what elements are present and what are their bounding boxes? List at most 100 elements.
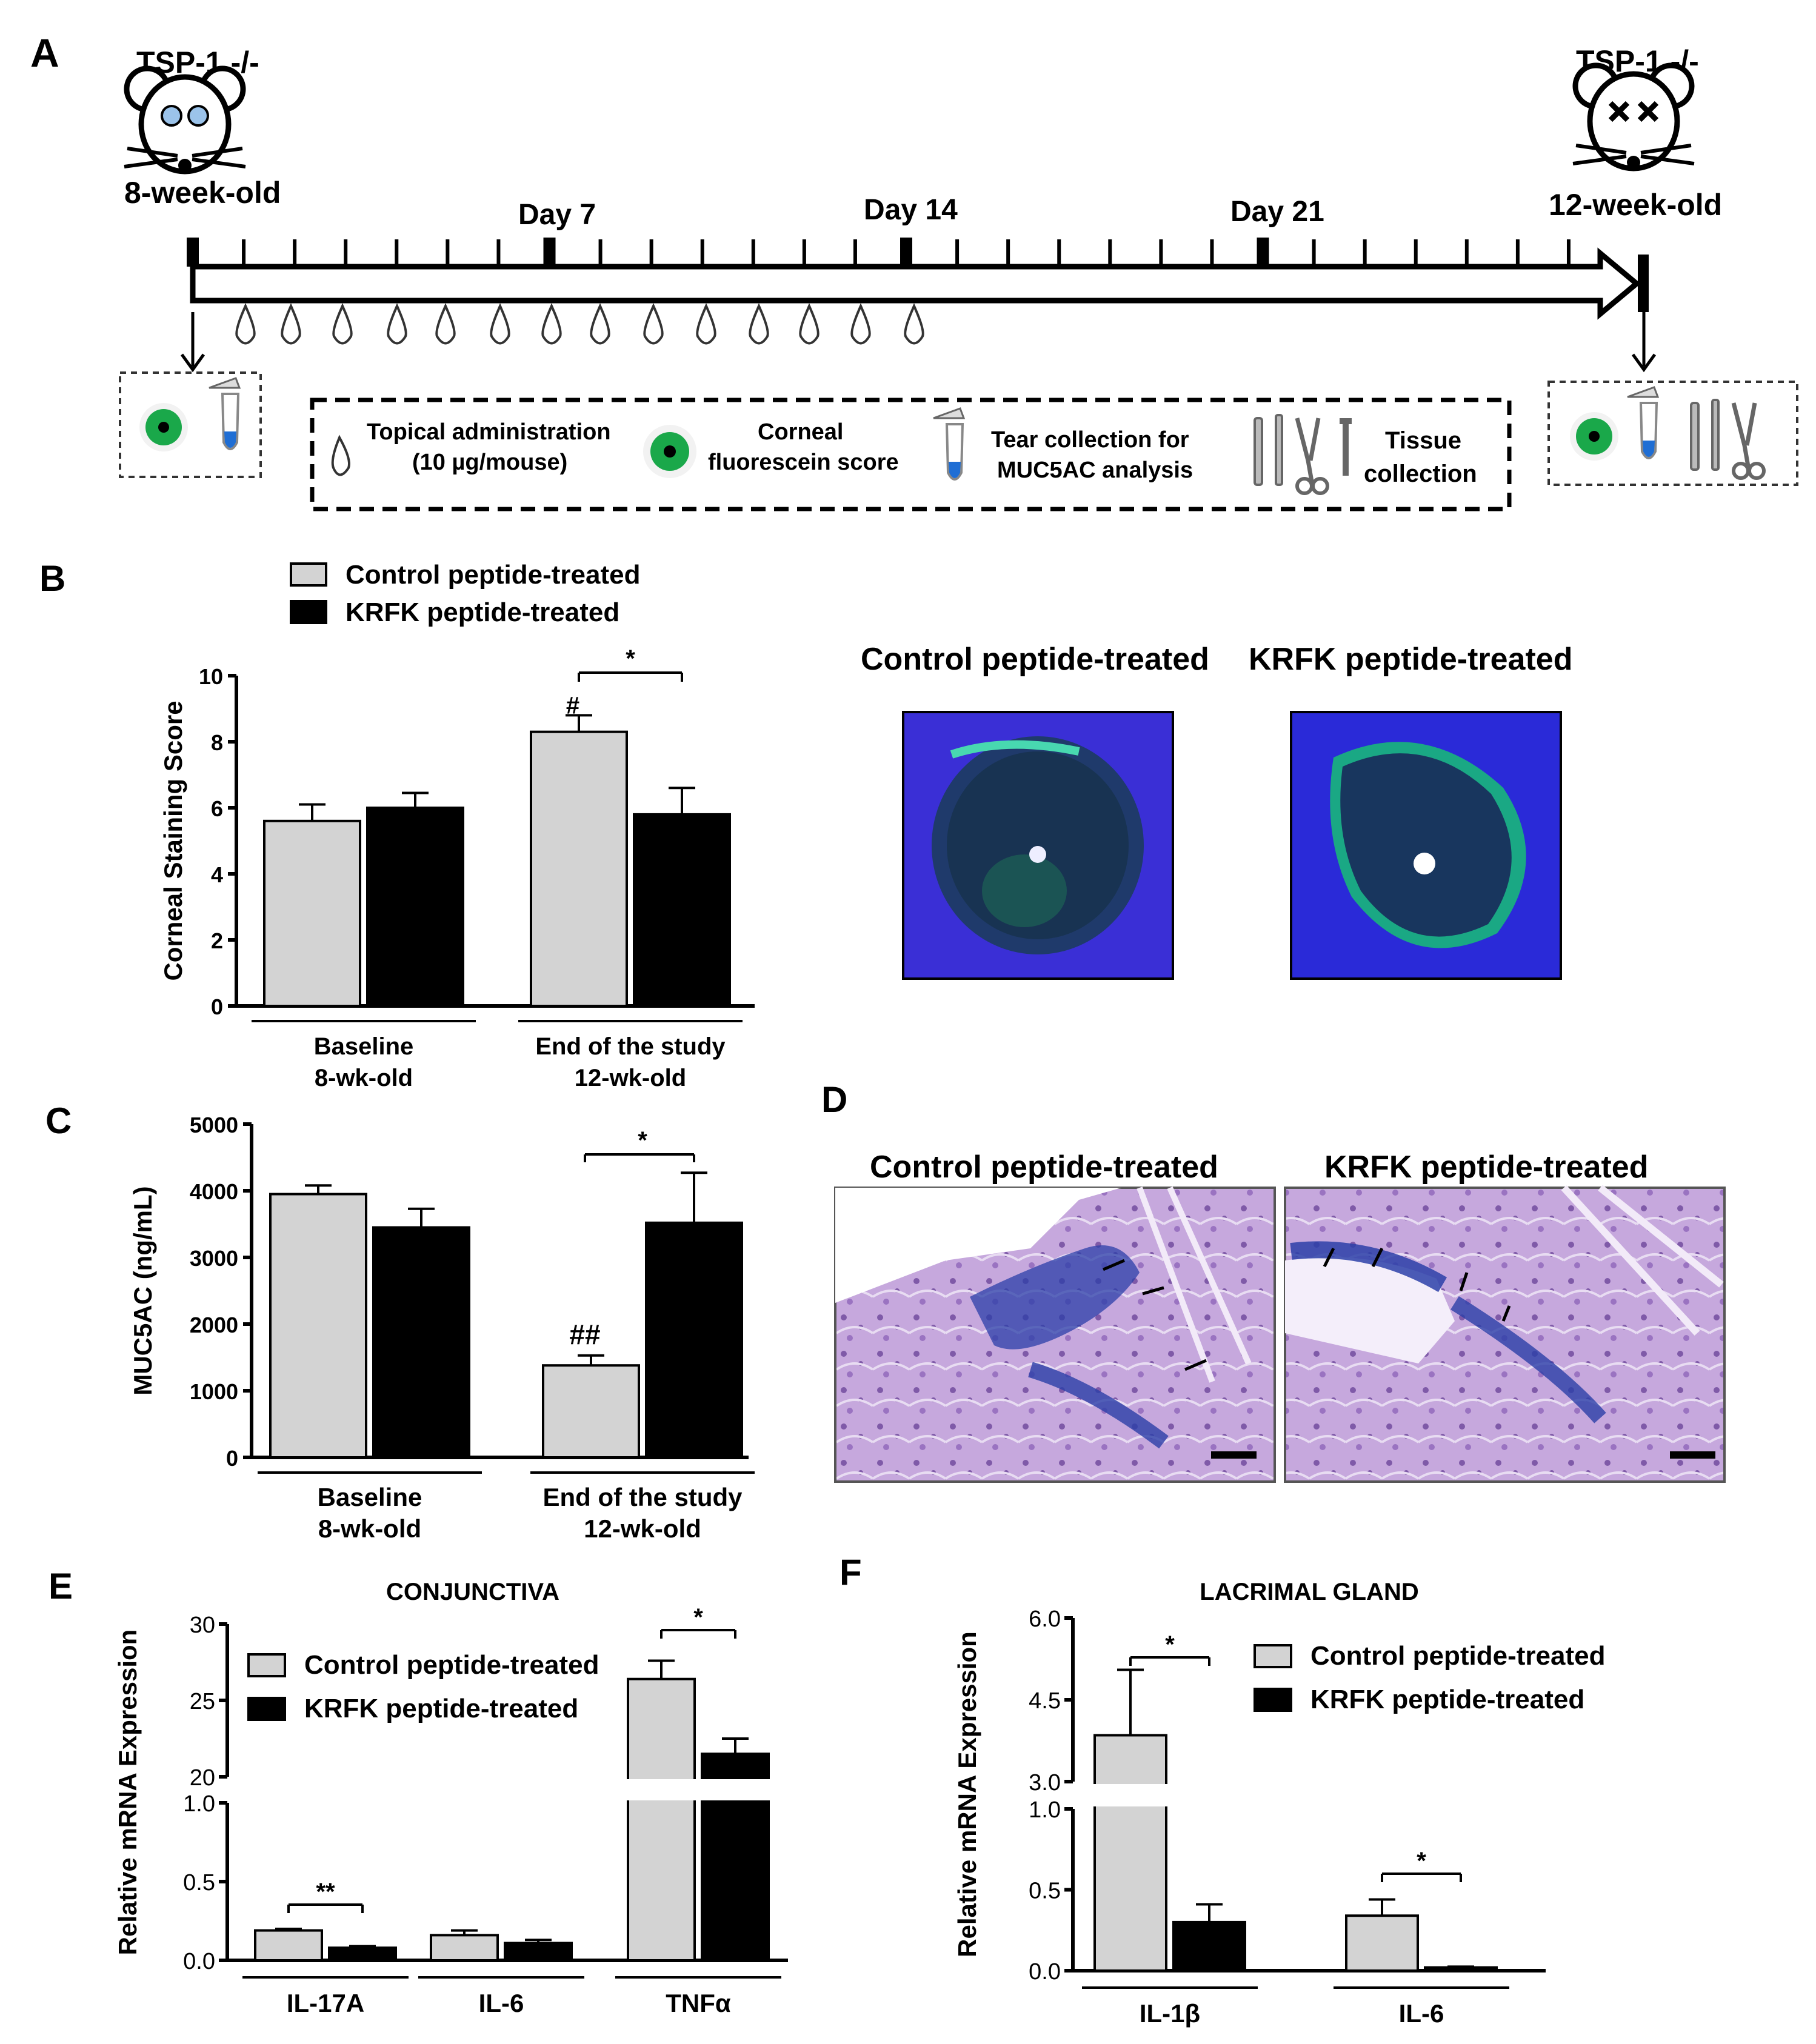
legend-swatch-control: [290, 562, 327, 587]
drop-icon: [235, 303, 256, 345]
bar: [1345, 1914, 1419, 1972]
drop-icon: [749, 303, 769, 345]
timeline-tick: [1210, 239, 1214, 267]
sig-marker: *: [1417, 1848, 1426, 1874]
panel-label-c: C: [45, 1100, 72, 1141]
bar: [633, 813, 731, 1008]
drop-icon: [904, 303, 924, 345]
timeline-tick: [1057, 239, 1061, 267]
y-tick-label: 10: [199, 664, 223, 689]
timeline-tick: [446, 239, 450, 267]
panel-label-e: E: [48, 1566, 73, 1606]
drop-icon: [850, 303, 871, 345]
timeline-major-tick: [187, 238, 199, 267]
drop-icon: [541, 303, 562, 345]
sig-marker: #: [566, 693, 579, 719]
sig-marker: *: [1165, 1631, 1175, 1658]
category-label: IL-6: [479, 1989, 524, 2017]
bar: [645, 1221, 743, 1459]
bar: [627, 1677, 696, 1962]
timeline-tick: [1566, 239, 1571, 267]
bar: [366, 807, 464, 1007]
drop-icon: [387, 303, 407, 345]
legend-topical-2: (10 µg/mouse): [412, 450, 567, 475]
histology-image-krfk: [1284, 1185, 1726, 1483]
bar: [1172, 1920, 1246, 1972]
sig-marker: *: [638, 1127, 647, 1154]
timeline-tick: [802, 239, 806, 267]
bar: [328, 1946, 397, 1962]
timeline-tick: [853, 239, 857, 267]
bar: [269, 1193, 367, 1459]
mouse-left-age: 8-week-old: [124, 176, 281, 210]
chart-title: CONJUNCTIVA: [386, 1579, 559, 1605]
y-tick-label: 2000: [190, 1313, 238, 1337]
panel-e: E 20 25 30 0.0 0.5 1.0 Relative mRNA Expressio…: [48, 1566, 788, 2017]
category-label: IL-17A: [287, 1989, 364, 2017]
legend-krfk-b: KRFK peptide-treated: [346, 598, 619, 627]
tube-icon: [933, 407, 966, 481]
timeline-tick: [649, 239, 653, 267]
y-tick-label: 4: [211, 862, 223, 887]
y-tick-label: 0: [211, 994, 223, 1019]
legend-swatch-control: [247, 1653, 286, 1677]
category-label: IL-6: [1399, 1999, 1444, 2028]
y-axis-label: MUC5AC (ng/mL): [129, 1186, 157, 1395]
drop-icon: [643, 303, 664, 345]
panel-b: B Control peptide-treated KRFK peptide-t…: [39, 558, 1572, 1091]
bar: [372, 1226, 470, 1459]
legend-swatch-control: [1254, 1644, 1292, 1668]
category-label: IL-1β: [1140, 1999, 1200, 2028]
sig-marker: ##: [569, 1319, 600, 1350]
timeline-major-tick: [1257, 238, 1269, 267]
drop-icon: [435, 303, 456, 345]
panel-label-b: B: [39, 558, 65, 599]
legend-label-control: Control peptide-treated: [304, 1650, 599, 1680]
y-tick-label: 0.0: [1029, 1959, 1061, 1985]
histology-image-control: [834, 1186, 1276, 1483]
category-label: 8-wk-old: [315, 1065, 413, 1091]
bar: [504, 1942, 573, 1962]
sig-marker: **: [316, 1879, 335, 1905]
bar: [254, 1929, 323, 1962]
surgical-tools-icon: [1254, 414, 1352, 495]
drop-icon: [332, 303, 353, 345]
timeline-tick: [293, 239, 297, 267]
timeline-tick: [395, 239, 399, 267]
timeline-tick: [496, 239, 501, 267]
timeline: [187, 238, 1649, 320]
panel-f: F 3.0 4.5 6.0 0.0 0.5 1.0 Relative mRNA Expres…: [840, 1552, 1605, 2028]
panel-label-f: F: [840, 1552, 862, 1593]
legend-tissue-2: collection: [1364, 461, 1477, 487]
y-tick-label: 5000: [190, 1113, 238, 1137]
timeline-tick: [955, 239, 960, 267]
eye-icon: [643, 425, 696, 478]
y-tick-label: 8: [211, 730, 223, 755]
drop-icon: [331, 434, 350, 476]
y-tick-label: 0.0: [183, 1949, 215, 1974]
legend-swatch-krfk: [247, 1697, 286, 1721]
image-title-krfk-d: KRFK peptide-treated: [1324, 1150, 1648, 1185]
timeline-tick: [751, 239, 755, 267]
category-label: 12-wk-old: [575, 1065, 686, 1091]
y-tick-label: 6.0: [1029, 1606, 1061, 1632]
mouse-right-age: 12-week-old: [1549, 188, 1722, 222]
y-tick-label: 1000: [190, 1379, 238, 1404]
panel-a-legend: Topical administration (10 µg/mouse) Cor…: [310, 398, 1512, 511]
fluorescein-image-control: [902, 711, 1174, 980]
day-21-label: Day 21: [1230, 196, 1324, 228]
bar: [263, 819, 361, 1008]
timeline-major-tick: [900, 238, 913, 267]
y-tick-label: 25: [190, 1689, 215, 1714]
y-tick-label: 6: [211, 796, 223, 821]
y-axis-label: Relative mRNA Expression: [953, 1631, 981, 1957]
timeline-tick: [700, 239, 704, 267]
drop-icon: [281, 303, 301, 345]
chart-corneal-staining: 0 2 4 6 8 10 Corneal Staining Score Baseline 8-w…: [159, 645, 755, 1091]
drops-row: [235, 303, 924, 345]
bar: [430, 1934, 499, 1962]
panel-c: C 0 1000 2000 3000 4000 5000 MUC5AC (ng/mL) Bas…: [45, 1100, 755, 1543]
bar: [542, 1364, 640, 1459]
category-label: Baseline: [314, 1033, 414, 1060]
